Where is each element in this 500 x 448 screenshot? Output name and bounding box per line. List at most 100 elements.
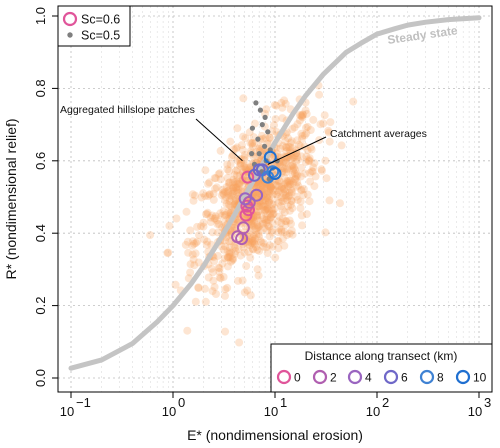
hillslope-patch-point bbox=[261, 206, 270, 215]
hillslope-patch-point bbox=[290, 169, 299, 178]
hillslope-patch-point bbox=[165, 221, 174, 230]
hillslope-patch-point bbox=[240, 162, 249, 171]
hillslope-patch-point bbox=[280, 165, 289, 174]
hillslope-patch-point bbox=[266, 182, 275, 191]
hillslope-patch-point bbox=[257, 186, 266, 195]
hillslope-patch-point bbox=[261, 197, 270, 205]
hillslope-patch-point bbox=[217, 211, 226, 220]
hillslope-patch-point bbox=[239, 243, 248, 252]
hillslope-patch-point bbox=[266, 184, 275, 193]
hillslope-patch-point bbox=[287, 186, 296, 195]
annotation-hillslope-patches: Aggregated hillslope patches bbox=[60, 104, 195, 116]
sc05-point bbox=[249, 151, 255, 157]
hillslope-patch-point bbox=[231, 196, 240, 204]
hillslope-patch-point bbox=[254, 222, 263, 231]
hillslope-patch-point bbox=[202, 210, 210, 219]
hillslope-patch-point bbox=[226, 201, 235, 210]
hillslope-patch-point bbox=[283, 176, 292, 185]
hillslope-patch-point bbox=[288, 144, 297, 153]
hillslope-patch-point bbox=[266, 213, 275, 222]
sc05-point bbox=[253, 100, 259, 106]
distance-legend-title: Distance along transect (km) bbox=[305, 349, 458, 363]
hillslope-patch-point bbox=[229, 183, 238, 192]
hillslope-patch-point bbox=[307, 167, 316, 176]
hillslope-patch-point bbox=[274, 217, 283, 226]
sc05-point bbox=[255, 136, 261, 142]
hillslope-patch-point bbox=[261, 205, 270, 214]
hillslope-patch-point bbox=[213, 251, 222, 260]
hillslope-patch-point bbox=[277, 98, 286, 107]
hillslope-patch-point bbox=[222, 193, 230, 202]
hillslope-patch-point bbox=[238, 145, 247, 154]
hillslope-patch-point bbox=[281, 137, 290, 146]
hillslope-patch-point bbox=[221, 242, 230, 251]
hillslope-patch-point bbox=[269, 199, 278, 208]
hillslope-patch-point bbox=[304, 155, 313, 164]
hillslope-patch-point bbox=[293, 170, 302, 179]
hillslope-patch-point bbox=[181, 240, 190, 249]
hillslope-patch-point bbox=[228, 256, 237, 265]
distance-legend-marker bbox=[455, 369, 471, 385]
hillslope-patch-point bbox=[261, 133, 270, 142]
sc05-point bbox=[262, 143, 268, 149]
hillslope-patch-point bbox=[304, 157, 313, 166]
hillslope-patch-point bbox=[279, 158, 288, 167]
hillslope-patch-point bbox=[215, 169, 224, 178]
hillslope-patch-point bbox=[183, 326, 192, 335]
hillslope-patch-point bbox=[226, 160, 235, 169]
hillslope-patch-point bbox=[265, 206, 273, 215]
hillslope-patch-point bbox=[292, 182, 301, 191]
hillslope-patch-point bbox=[246, 241, 254, 250]
hillslope-patch-point bbox=[283, 164, 292, 173]
hillslope-patch-point bbox=[267, 182, 276, 191]
hillslope-patch-point bbox=[282, 143, 291, 152]
distance-legend-marker bbox=[347, 369, 363, 385]
hillslope-patch-point bbox=[203, 208, 212, 217]
hillslope-patch-point bbox=[265, 189, 274, 198]
hillslope-patch-point bbox=[297, 152, 306, 161]
hillslope-patch-point bbox=[229, 255, 238, 264]
hillslope-patch-point bbox=[277, 183, 286, 191]
hillslope-patch-point bbox=[225, 243, 234, 252]
hillslope-patch-point bbox=[263, 193, 272, 202]
hillslope-patch-point bbox=[223, 262, 232, 271]
hillslope-patch-point bbox=[210, 257, 219, 265]
hillslope-patch-point bbox=[219, 207, 228, 216]
hillslope-patch-point bbox=[202, 240, 211, 249]
hillslope-patch-point bbox=[234, 185, 243, 194]
hillslope-patch-point bbox=[282, 157, 290, 166]
hillslope-patch-point bbox=[281, 217, 290, 226]
hillslope-patch-point bbox=[259, 239, 268, 248]
distance-legend-items: 0 2 4 6 8 10 bbox=[276, 369, 487, 385]
distance-legend-marker bbox=[276, 369, 292, 385]
hillslope-patch-point bbox=[220, 187, 229, 196]
hillslope-patch-point bbox=[260, 184, 268, 193]
hillslope-patch-point bbox=[287, 137, 296, 146]
hillslope-patch-point bbox=[292, 149, 301, 157]
hillslope-patch-point bbox=[316, 120, 325, 129]
hillslope-patch-point bbox=[229, 175, 238, 184]
hillslope-patch-point bbox=[238, 276, 247, 285]
hillslope-patch-point bbox=[274, 244, 283, 253]
hillslope-patch-point bbox=[231, 144, 240, 153]
hillslope-patch-point bbox=[306, 177, 315, 186]
hillslope-patch-point bbox=[215, 220, 223, 228]
hillslope-patch-point bbox=[349, 97, 358, 106]
hillslope-patch-point bbox=[288, 160, 297, 169]
hillslope-patch-point bbox=[189, 196, 198, 205]
hillslope-patch-point bbox=[236, 161, 244, 170]
hillslope-patch-point bbox=[287, 185, 296, 194]
hillslope-patch-point bbox=[262, 105, 271, 114]
hillslope-patch-point bbox=[281, 180, 290, 188]
hillslope-patch-point bbox=[172, 214, 181, 223]
hillslope-patch-point bbox=[195, 231, 203, 240]
hillslope-patch-point bbox=[277, 225, 286, 234]
hillslope-patch-point bbox=[284, 182, 292, 191]
hillslope-patch-point bbox=[266, 209, 275, 218]
hillslope-patch-point bbox=[222, 188, 230, 197]
hillslope-patch-point bbox=[225, 250, 234, 258]
hillslope-patch-point bbox=[254, 207, 263, 216]
hillslope-patch-point bbox=[205, 190, 214, 199]
hillslope-patch-point bbox=[223, 160, 232, 169]
hillslope-patch-point bbox=[319, 119, 328, 128]
